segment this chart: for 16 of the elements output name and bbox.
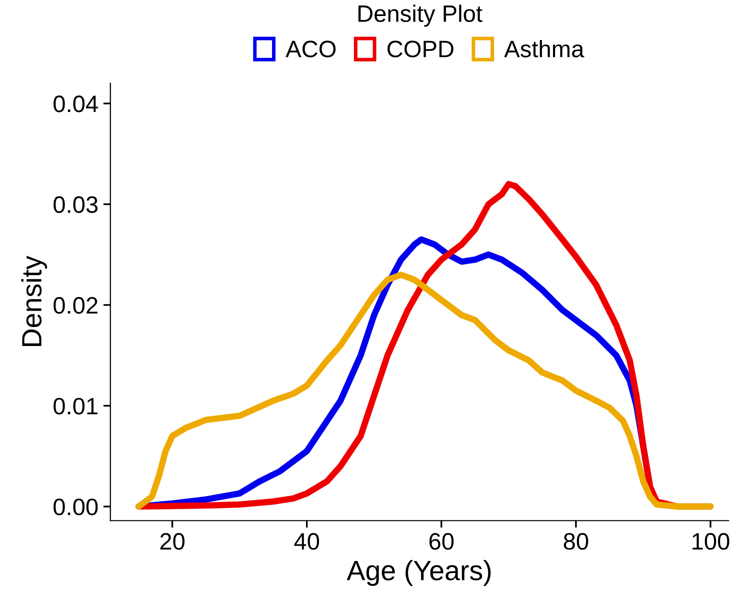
y-tick-label: 0.02 bbox=[54, 297, 98, 314]
legend-title: Density Plot bbox=[358, 4, 482, 27]
x-axis-title: Age (Years) bbox=[346, 560, 491, 586]
x-tick-label: 100 bbox=[692, 533, 730, 550]
x-tick-label: 40 bbox=[294, 533, 320, 550]
x-tick-label: 80 bbox=[564, 533, 588, 550]
x-tick-label: 60 bbox=[429, 533, 454, 550]
y-tick-label: 0.04 bbox=[54, 96, 98, 112]
y-tick-label: 0.01 bbox=[54, 398, 98, 415]
legend-label: COPD bbox=[388, 40, 454, 58]
x-tick-label: 20 bbox=[160, 533, 184, 550]
legend-label: ACO bbox=[286, 40, 336, 58]
legend-label: Asthma bbox=[504, 40, 584, 58]
y-tick-label: 0.00 bbox=[54, 498, 98, 516]
y-tick-label: 0.03 bbox=[54, 196, 98, 214]
y-axis-title: Density bbox=[21, 256, 48, 346]
